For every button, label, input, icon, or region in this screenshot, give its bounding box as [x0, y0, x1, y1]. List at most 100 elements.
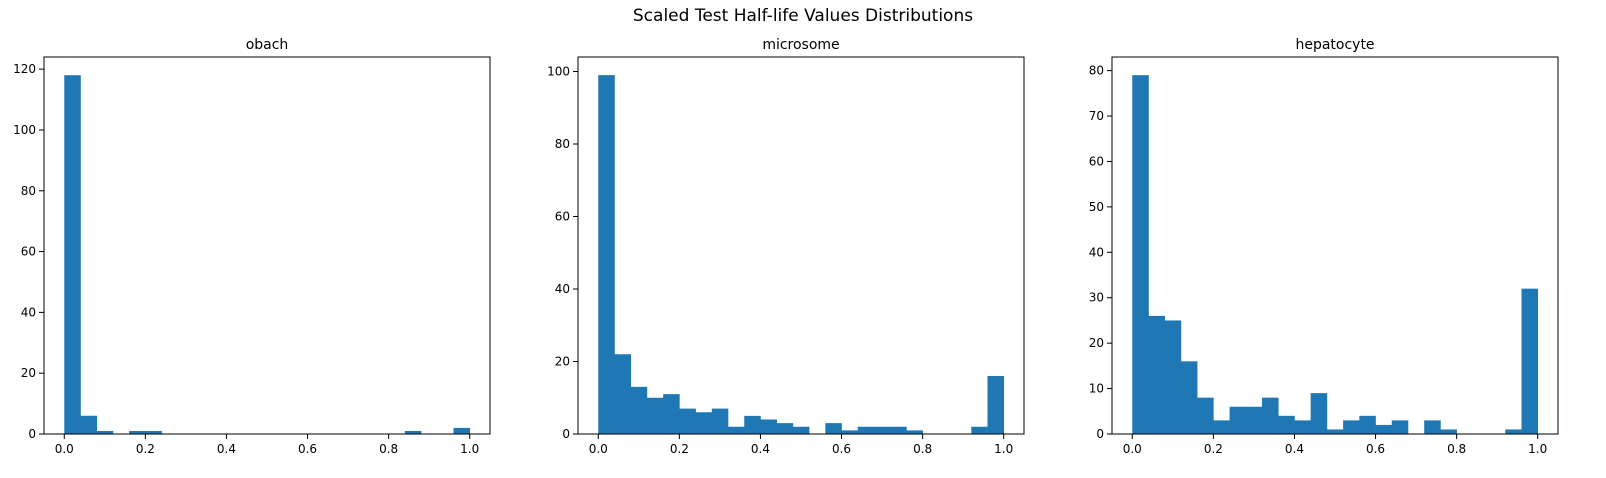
x-tick-label: 1.0: [460, 442, 479, 456]
y-tick-label: 20: [21, 366, 36, 380]
y-tick-label: 70: [1089, 109, 1104, 123]
histogram-bar: [1148, 315, 1166, 434]
y-tick-label: 20: [555, 355, 570, 369]
histogram-bar: [1278, 415, 1295, 434]
histogram-bar: [1505, 429, 1522, 434]
histogram-bar: [145, 430, 162, 434]
x-tick-label: 1.0: [1528, 442, 1547, 456]
histogram-bar: [404, 430, 422, 434]
x-tick-label: 0.8: [913, 442, 932, 456]
y-tick-label: 60: [1089, 154, 1104, 168]
x-tick-label: 0.0: [55, 442, 74, 456]
panel-title: hepatocyte: [1295, 37, 1374, 53]
y-tick-label: 50: [1089, 200, 1104, 214]
x-tick-label: 0.6: [298, 442, 317, 456]
histogram-bar: [129, 430, 146, 434]
histogram-bar: [1262, 397, 1279, 434]
histogram-bar: [857, 426, 875, 434]
histogram-bar: [1310, 393, 1328, 434]
x-tick-label: 0.2: [1204, 442, 1223, 456]
histogram-bar: [1359, 415, 1376, 434]
x-tick-label: 0.4: [751, 442, 770, 456]
x-tick-label: 0.6: [1366, 442, 1385, 456]
x-tick-label: 0.6: [832, 442, 851, 456]
histogram-bar: [1343, 420, 1360, 434]
histogram-bar: [1326, 429, 1344, 434]
histogram-bar: [663, 394, 680, 434]
x-tick-label: 0.4: [217, 442, 236, 456]
y-tick-label: 100: [13, 123, 36, 137]
histogram-bar: [1213, 420, 1230, 434]
histogram-bar: [1440, 429, 1457, 434]
x-tick-label: 0.2: [670, 442, 689, 456]
histogram-bar: [1424, 420, 1441, 434]
y-tick-label: 10: [1089, 382, 1104, 396]
y-tick-label: 80: [1089, 64, 1104, 78]
histogram-bar: [1521, 288, 1539, 434]
y-tick-label: 80: [555, 137, 570, 151]
histogram-bar: [630, 386, 648, 434]
histogram-bar: [1132, 75, 1149, 435]
histogram-bar: [906, 430, 923, 434]
x-tick-label: 1.0: [994, 442, 1013, 456]
y-tick-label: 40: [555, 282, 570, 296]
histogram-bar: [614, 354, 632, 434]
y-tick-label: 40: [21, 305, 36, 319]
histogram-bar: [646, 397, 664, 434]
histogram-bar: [792, 426, 810, 434]
x-tick-label: 0.8: [379, 442, 398, 456]
histogram-bar: [1375, 424, 1393, 434]
y-tick-label: 30: [1089, 291, 1104, 305]
x-tick-label: 0.0: [1123, 442, 1142, 456]
panel-title: obach: [246, 37, 289, 53]
histogram-bar: [744, 415, 761, 434]
figure-title: Scaled Test Half-life Values Distributio…: [632, 6, 974, 26]
x-tick-label: 0.4: [1285, 442, 1304, 456]
histogram-bar: [679, 408, 696, 434]
y-tick-label: 0: [1096, 427, 1104, 441]
histogram-bar: [695, 412, 713, 434]
panel-obach: 0.0 0.2 0.4 0.6 0.8 1.0 0 20 40 60 80 100 120 obach: [13, 37, 491, 456]
panel-microsome: 0.0 0.2 0.4 0.6 0.8 1.0 0 20 40 60 80 100 microsome: [547, 37, 1025, 456]
histogram-bar: [1229, 406, 1247, 434]
histogram-bar: [64, 75, 81, 434]
histogram-bar: [1245, 406, 1263, 434]
y-tick-label: 0: [562, 427, 570, 441]
x-tick-label: 0.8: [1447, 442, 1466, 456]
y-tick-label: 40: [1089, 245, 1104, 259]
y-tick-label: 0: [28, 427, 36, 441]
histogram-bar: [80, 415, 98, 434]
histogram-bar: [1294, 420, 1311, 434]
y-tick-label: 80: [21, 184, 36, 198]
axes-frame: [43, 56, 491, 435]
y-tick-label: 60: [555, 210, 570, 224]
histogram-bar: [1391, 420, 1409, 434]
panel-title: microsome: [762, 37, 839, 53]
x-tick-label: 0.2: [136, 442, 155, 456]
histogram-bar: [1164, 320, 1182, 434]
y-tick-label: 60: [21, 245, 36, 259]
axes-frame: [577, 56, 1025, 435]
y-tick-label: 120: [13, 62, 36, 76]
y-tick-label: 100: [547, 65, 570, 79]
histogram-bar: [987, 376, 1005, 434]
histogram-bar: [825, 423, 842, 434]
panel-hepatocyte: 0.0 0.2 0.4 0.6 0.8 1.0 0 10 20 30 40 50 60 70 80 hepat…: [1089, 37, 1559, 456]
histogram-bar: [890, 426, 907, 434]
histogram-bar: [776, 423, 794, 434]
histogram-bar: [728, 426, 745, 434]
histogram-bar: [971, 426, 988, 434]
histogram-bar: [760, 419, 777, 434]
histogram-bar: [96, 430, 114, 434]
x-tick-label: 0.0: [589, 442, 608, 456]
histogram-bar: [453, 427, 471, 434]
histogram-bar: [1197, 397, 1214, 434]
histogram-bar: [873, 426, 891, 434]
y-tick-label: 20: [1089, 336, 1104, 350]
histogram-bar: [598, 75, 615, 434]
axes-frame: [1111, 56, 1559, 435]
histogram-bar: [711, 408, 729, 434]
histogram-bar: [1180, 361, 1198, 434]
histogram-bar: [841, 430, 859, 434]
